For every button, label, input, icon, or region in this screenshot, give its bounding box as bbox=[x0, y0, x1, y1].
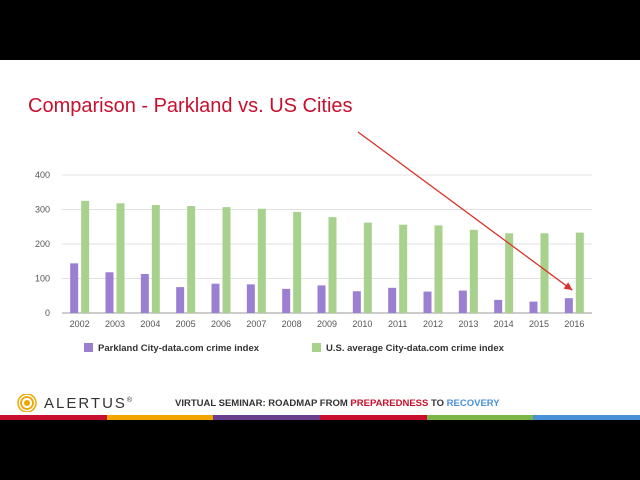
y-axis-tick-labels: 0 100 200 300 400 bbox=[35, 170, 50, 318]
bars bbox=[70, 200, 584, 313]
x-tick-label: 2012 bbox=[423, 319, 443, 329]
parkland-bar bbox=[529, 301, 538, 313]
parkland-bar bbox=[388, 287, 397, 313]
parkland-bar bbox=[458, 290, 467, 313]
us-average-bar bbox=[505, 233, 514, 313]
grid-lines bbox=[62, 174, 592, 314]
parkland-bar bbox=[352, 291, 361, 313]
parkland-bar bbox=[211, 283, 220, 313]
stripe-segment bbox=[213, 415, 321, 420]
y-tick-label: 100 bbox=[35, 274, 50, 284]
y-tick-label: 400 bbox=[35, 170, 50, 180]
us-average-bar bbox=[257, 208, 266, 313]
parkland-bar bbox=[246, 284, 255, 313]
alertus-signal-icon bbox=[17, 394, 37, 412]
x-tick-label: 2013 bbox=[458, 319, 478, 329]
slide-title: Comparison - Parkland vs. US Cities bbox=[28, 95, 353, 117]
stripe-segment bbox=[320, 415, 427, 420]
us-average-bar bbox=[363, 222, 372, 313]
us-average-bar bbox=[540, 233, 549, 313]
stripe-segment bbox=[533, 415, 640, 420]
parkland-bar bbox=[282, 288, 291, 313]
y-tick-label: 0 bbox=[45, 308, 50, 318]
legend-label: Parkland City-data.com crime index bbox=[98, 343, 260, 354]
x-tick-label: 2005 bbox=[176, 319, 196, 329]
legend-swatch bbox=[84, 343, 93, 352]
presentation-slide: Comparison - Parkland vs. US Cities 0 100… bbox=[0, 60, 640, 420]
x-tick-label: 2016 bbox=[564, 319, 584, 329]
x-tick-label: 2014 bbox=[494, 319, 514, 329]
us-average-bar bbox=[151, 205, 160, 313]
parkland-bar bbox=[564, 298, 573, 313]
arrow-line bbox=[357, 131, 573, 291]
arrow-head bbox=[563, 282, 573, 291]
parkland-bar bbox=[70, 263, 79, 313]
brand-name: ALERTUS® bbox=[44, 394, 135, 412]
x-tick-label: 2007 bbox=[246, 319, 266, 329]
x-axis-tick-labels: 2002 2003 2004 2005 2006 2007 2008 2009 2010 2011… bbox=[70, 319, 585, 329]
footer-color-stripe bbox=[0, 415, 640, 420]
legend: Parkland City-data.com crime index U.S. a… bbox=[84, 343, 505, 354]
parkland-bar bbox=[423, 291, 432, 313]
x-tick-label: 2010 bbox=[352, 319, 372, 329]
y-tick-label: 200 bbox=[35, 239, 50, 249]
x-tick-label: 2008 bbox=[282, 319, 302, 329]
us-average-bar bbox=[187, 206, 196, 313]
x-tick-label: 2015 bbox=[529, 319, 549, 329]
us-average-bar bbox=[328, 217, 337, 313]
x-tick-label: 2009 bbox=[317, 319, 337, 329]
us-average-bar bbox=[293, 211, 302, 313]
x-tick-label: 2003 bbox=[105, 319, 125, 329]
parkland-bar bbox=[176, 287, 185, 313]
y-tick-label: 300 bbox=[35, 205, 50, 215]
parkland-bar bbox=[105, 272, 114, 313]
x-tick-label: 2006 bbox=[211, 319, 231, 329]
x-tick-label: 2002 bbox=[70, 319, 90, 329]
stripe-segment bbox=[0, 415, 107, 420]
us-average-bar bbox=[399, 224, 408, 313]
legend-label: U.S. average City-data.com crime index bbox=[326, 343, 505, 354]
parkland-bar bbox=[140, 274, 149, 313]
seminar-tagline: VIRTUAL SEMINAR: ROADMAP FROM PREPAREDNE… bbox=[175, 398, 500, 409]
us-average-bar bbox=[222, 207, 231, 313]
parkland-bar bbox=[494, 299, 503, 313]
x-tick-label: 2011 bbox=[388, 319, 407, 329]
alertus-logo: ALERTUS® bbox=[16, 394, 134, 412]
x-tick-label: 2004 bbox=[140, 319, 160, 329]
annotation-arrow bbox=[357, 131, 573, 291]
us-average-bar bbox=[434, 225, 443, 313]
stripe-segment bbox=[106, 415, 214, 420]
legend-swatch bbox=[312, 343, 321, 352]
stripe-segment bbox=[426, 415, 534, 420]
us-average-bar bbox=[575, 232, 584, 313]
us-average-bar bbox=[116, 203, 125, 313]
us-average-bar bbox=[81, 200, 90, 313]
us-average-bar bbox=[469, 229, 478, 313]
parkland-bar bbox=[317, 285, 326, 313]
